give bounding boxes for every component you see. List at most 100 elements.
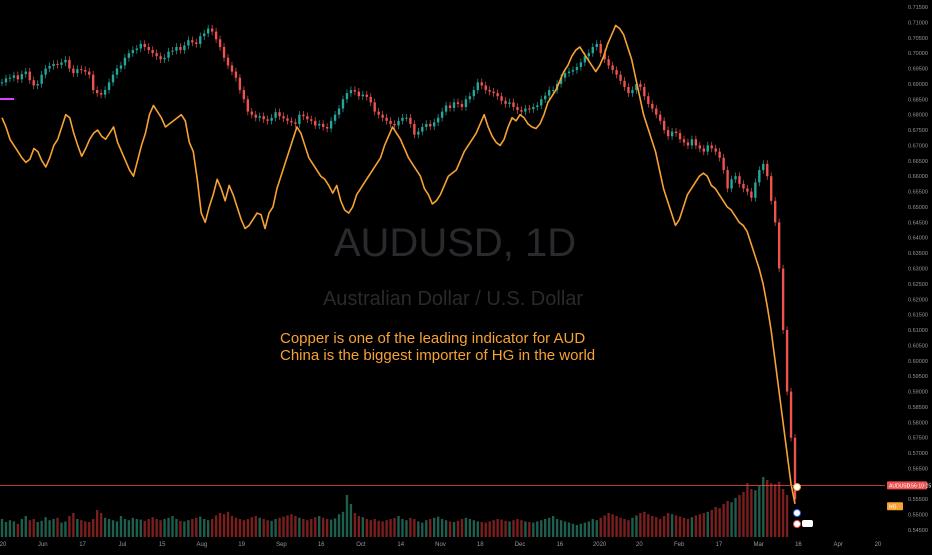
candle[interactable] <box>103 86 107 99</box>
candle[interactable] <box>199 32 202 48</box>
candle[interactable] <box>40 70 43 88</box>
candle[interactable] <box>476 78 479 94</box>
candle[interactable] <box>452 98 456 112</box>
candle[interactable] <box>369 93 372 107</box>
candle[interactable] <box>28 67 31 84</box>
candle[interactable] <box>785 326 789 396</box>
candle[interactable] <box>76 65 79 77</box>
event-markers[interactable] <box>793 483 814 528</box>
candle[interactable] <box>464 95 468 111</box>
candle[interactable] <box>619 70 622 85</box>
candle[interactable] <box>20 70 24 83</box>
candle[interactable] <box>278 108 281 120</box>
candle[interactable] <box>151 46 154 57</box>
candle[interactable] <box>500 92 503 105</box>
candle[interactable] <box>16 71 20 83</box>
y-axis[interactable]: 0.71500 0.71000 0.70500 0.70000 0.69500 0.690… <box>908 5 928 534</box>
candle[interactable] <box>92 70 95 94</box>
candle[interactable] <box>68 56 71 73</box>
candle[interactable] <box>361 90 365 100</box>
candle[interactable] <box>274 108 277 122</box>
candle[interactable] <box>147 43 150 54</box>
candle[interactable] <box>738 172 741 188</box>
candle[interactable] <box>504 97 507 108</box>
candle[interactable] <box>425 120 428 131</box>
candle[interactable] <box>321 120 325 131</box>
candle[interactable] <box>282 112 285 123</box>
candle[interactable] <box>191 36 194 47</box>
candle[interactable] <box>690 135 694 150</box>
candle[interactable] <box>666 126 670 140</box>
candle[interactable] <box>357 87 361 100</box>
candle[interactable] <box>218 35 222 51</box>
candle[interactable] <box>710 141 713 153</box>
candle[interactable] <box>401 114 404 125</box>
candle[interactable] <box>670 127 674 140</box>
candle[interactable] <box>734 172 737 183</box>
candle[interactable] <box>417 127 420 139</box>
candle[interactable] <box>397 117 400 130</box>
candle[interactable] <box>678 129 682 143</box>
event-marker-icon[interactable] <box>793 509 801 517</box>
candle[interactable] <box>682 135 686 147</box>
candle[interactable] <box>770 172 773 205</box>
candle[interactable] <box>266 115 269 125</box>
candle[interactable] <box>436 114 440 127</box>
candle[interactable] <box>44 64 47 79</box>
candle[interactable] <box>206 24 210 38</box>
candle[interactable] <box>547 86 551 100</box>
candle[interactable] <box>250 107 253 119</box>
candle[interactable] <box>64 56 67 67</box>
candle[interactable] <box>421 123 424 136</box>
candle[interactable] <box>12 71 16 82</box>
candle[interactable] <box>0 78 4 87</box>
candle[interactable] <box>746 184 749 196</box>
candle[interactable] <box>349 86 353 97</box>
candle[interactable] <box>647 92 650 108</box>
candle[interactable] <box>615 66 618 79</box>
candle[interactable] <box>587 49 591 60</box>
candle[interactable] <box>270 114 273 125</box>
hg-line-series[interactable] <box>1 24 796 505</box>
candle[interactable] <box>413 120 416 139</box>
candle[interactable] <box>72 64 75 77</box>
candle[interactable] <box>484 81 487 94</box>
candle[interactable] <box>571 66 575 76</box>
candle[interactable] <box>203 29 206 40</box>
candle[interactable] <box>468 92 472 103</box>
candle[interactable] <box>163 54 166 63</box>
candle[interactable] <box>234 67 238 82</box>
candle[interactable] <box>496 89 499 100</box>
candle[interactable] <box>639 80 642 91</box>
candle[interactable] <box>230 61 234 76</box>
candle[interactable] <box>302 110 305 120</box>
candle[interactable] <box>8 74 12 83</box>
candle[interactable] <box>56 60 59 69</box>
candle[interactable] <box>726 166 729 193</box>
candle[interactable] <box>777 218 781 273</box>
candle[interactable] <box>389 117 392 128</box>
candle[interactable] <box>512 98 515 111</box>
candle[interactable] <box>686 138 690 150</box>
candle[interactable] <box>718 147 721 162</box>
candle[interactable] <box>750 187 753 202</box>
candle[interactable] <box>258 112 261 122</box>
candle[interactable] <box>433 118 436 131</box>
candle[interactable] <box>488 86 491 96</box>
candle[interactable] <box>242 86 246 103</box>
candle[interactable] <box>115 64 119 79</box>
candle[interactable] <box>528 104 531 113</box>
candle[interactable] <box>405 114 408 122</box>
candle[interactable] <box>567 67 571 77</box>
candle[interactable] <box>595 40 598 51</box>
candle[interactable] <box>123 54 127 70</box>
candle[interactable] <box>536 101 539 111</box>
candle[interactable] <box>60 58 63 69</box>
candle[interactable] <box>373 98 376 116</box>
x-axis[interactable]: 20 Jun 17 Jul 15 Aug 19 Sep 16 Oct 14 Nov 18 Dec 16 202… <box>0 542 882 548</box>
candle[interactable] <box>318 120 321 130</box>
candle[interactable] <box>195 38 198 48</box>
hg-line[interactable] <box>1 24 796 505</box>
candle[interactable] <box>460 100 464 111</box>
candle[interactable] <box>254 110 257 122</box>
